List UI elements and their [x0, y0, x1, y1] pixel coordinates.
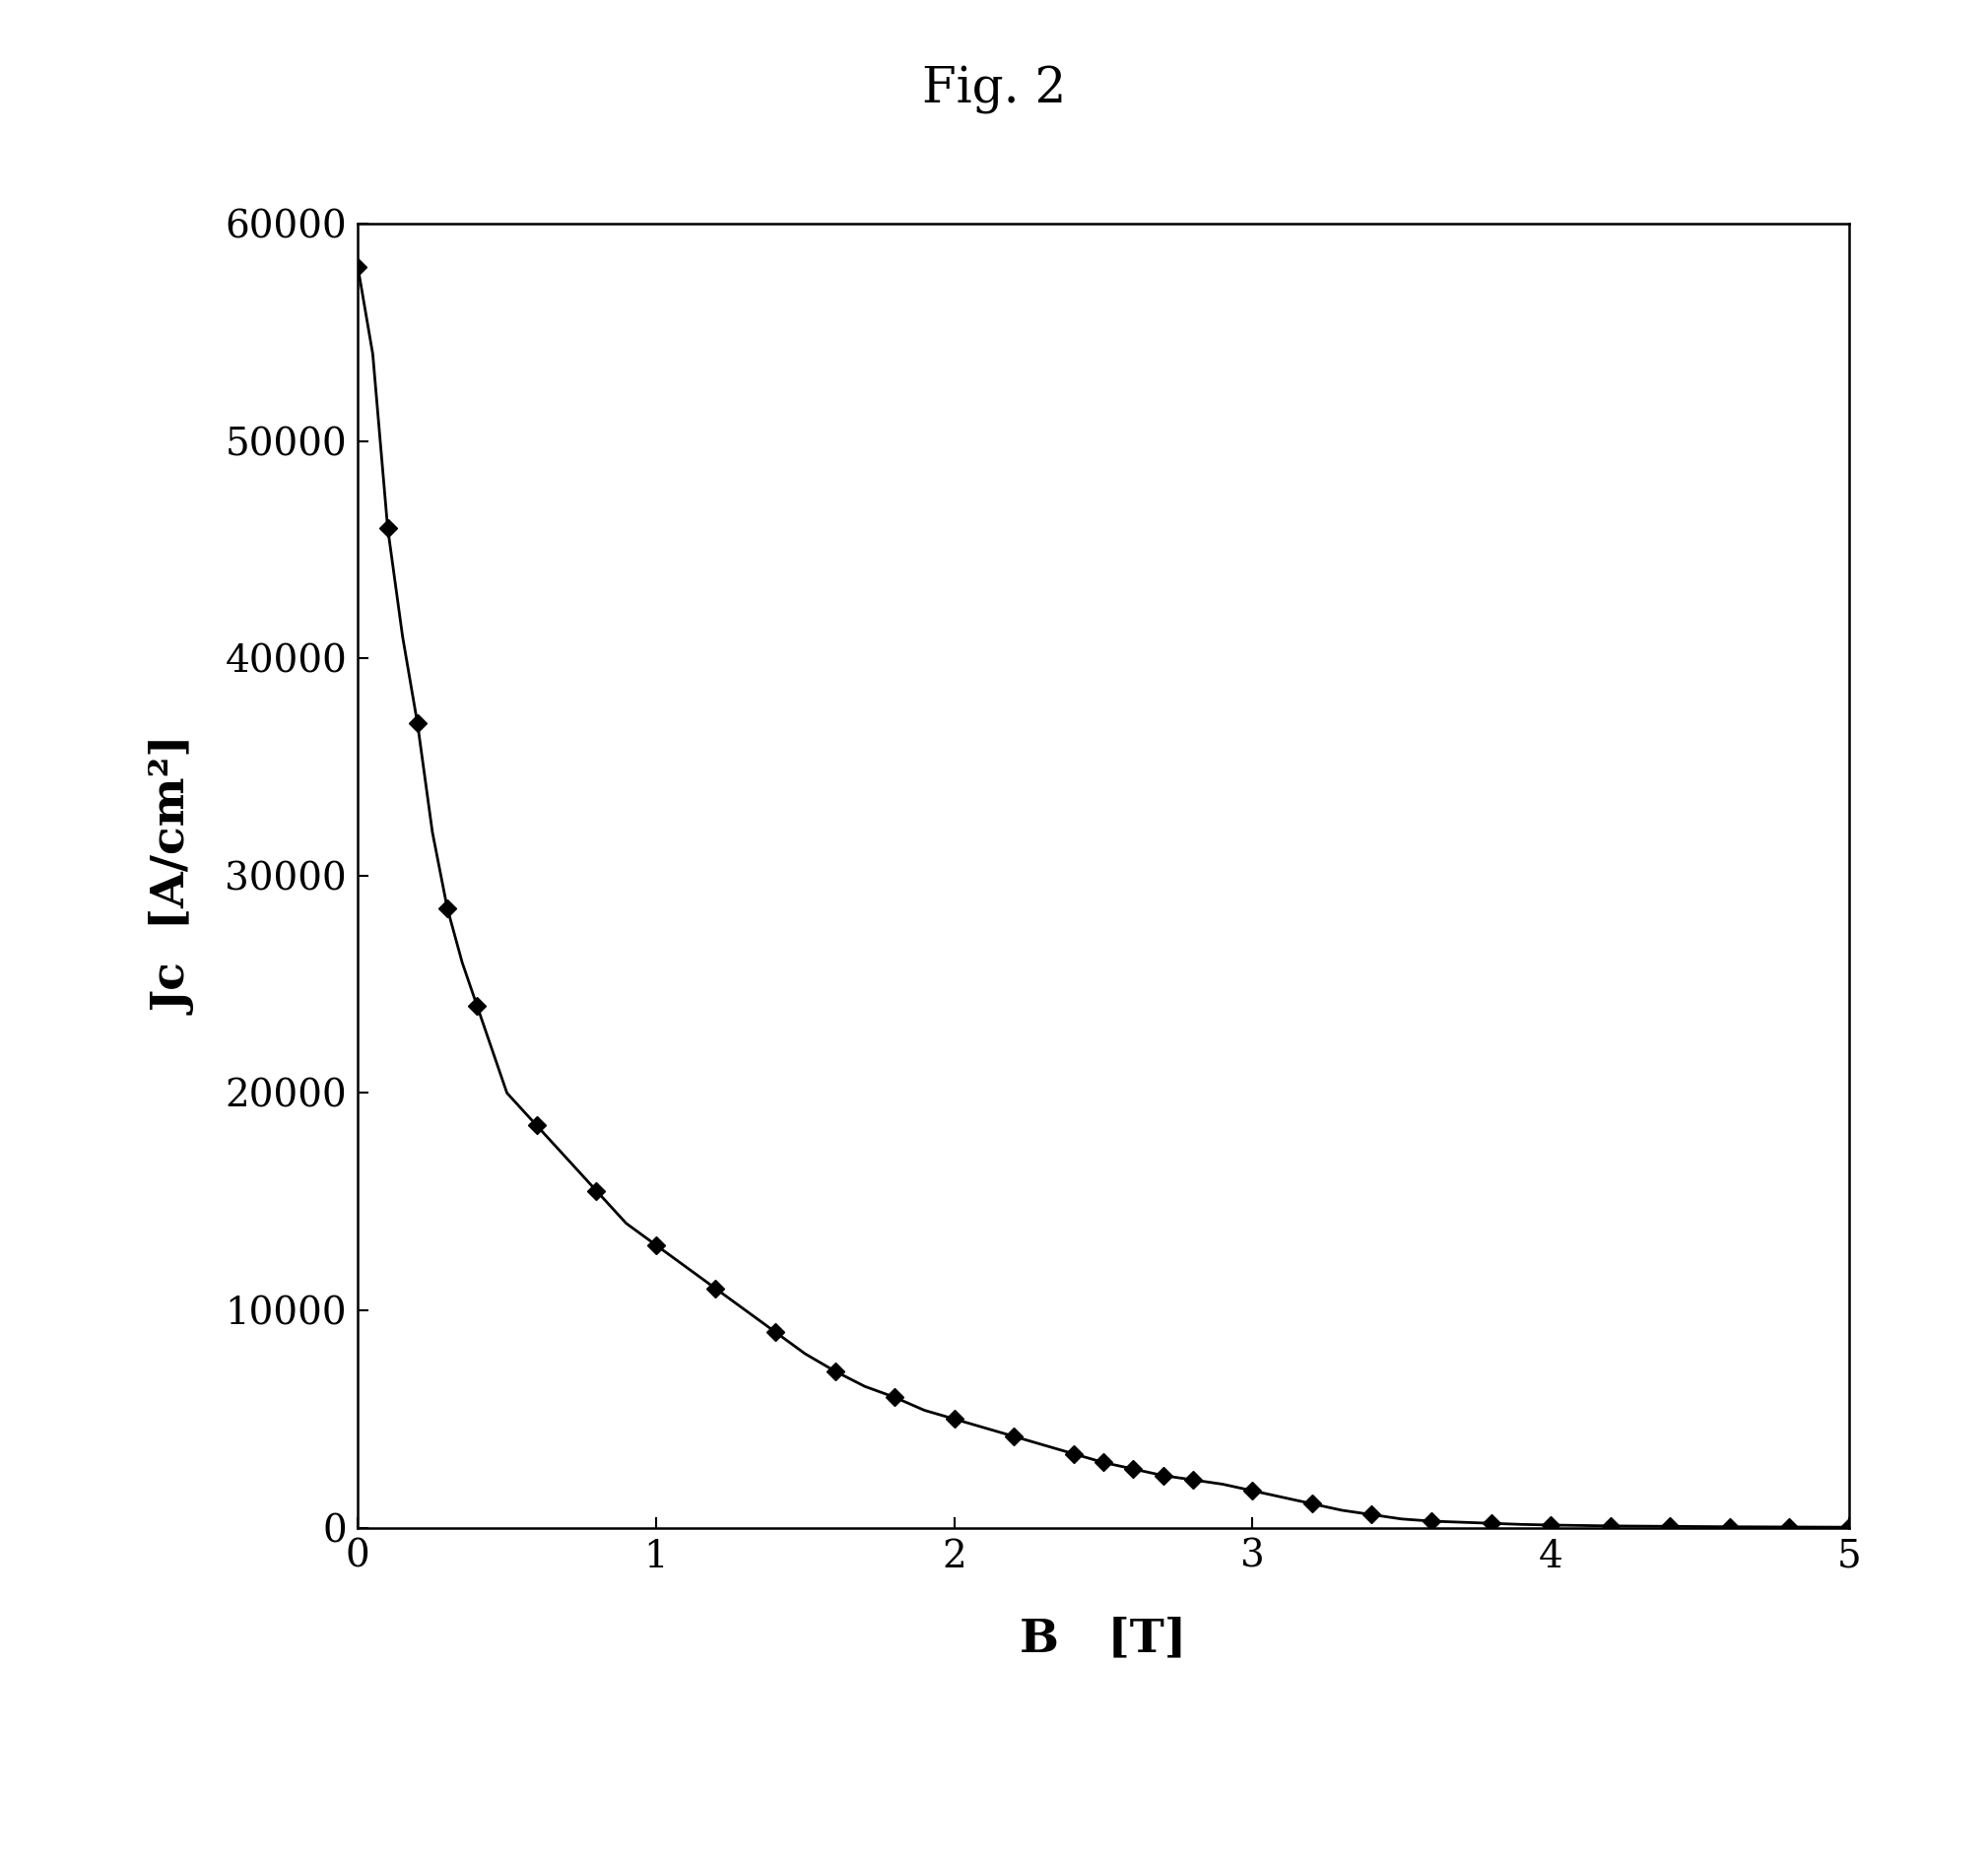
Y-axis label: Jc  [A/cm²]: Jc [A/cm²] — [153, 738, 197, 1013]
Text: Fig. 2: Fig. 2 — [922, 65, 1066, 114]
X-axis label: B   [T]: B [T] — [1020, 1615, 1187, 1662]
